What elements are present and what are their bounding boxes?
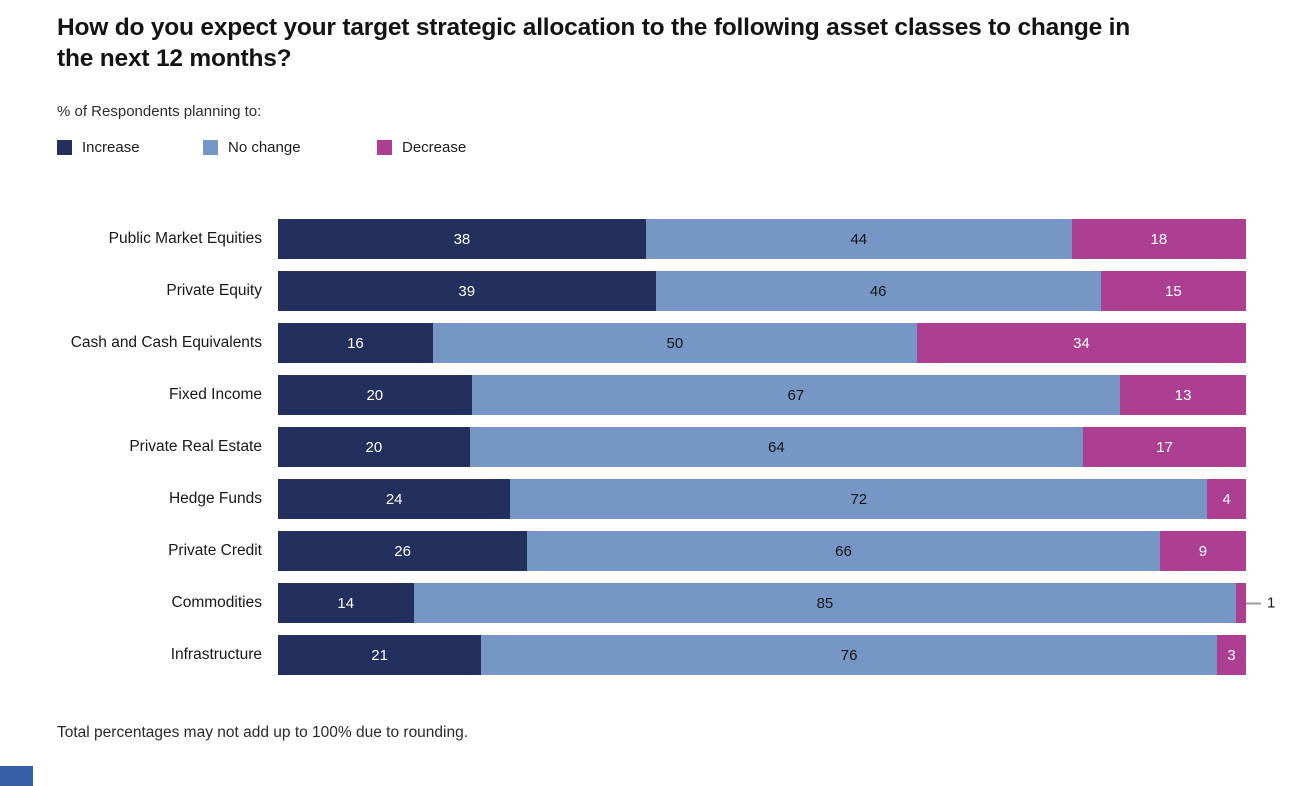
leader-line (1246, 602, 1261, 604)
chart-row-public-market-equities: Public Market Equities 38 44 18 (0, 219, 1302, 259)
segment-increase: 38 (278, 219, 646, 259)
segment-decrease: 9 (1159, 531, 1246, 571)
segment-increase: 21 (278, 635, 482, 675)
chart-row-fixed-income: Fixed Income 20 67 13 (0, 375, 1302, 415)
segment-increase: 24 (278, 479, 511, 519)
value-label: 21 (371, 646, 388, 664)
segment-no-change: 67 (471, 375, 1121, 415)
legend-label: Increase (82, 139, 140, 156)
value-label: 13 (1174, 386, 1192, 404)
page-corner-decoration (0, 766, 33, 786)
value-label: 34 (1073, 334, 1090, 352)
category-label: Infrastructure (170, 646, 262, 663)
segment-no-change: 85 (413, 583, 1237, 623)
value-label: 72 (850, 490, 868, 508)
chart-row-commodities: Commodities 14 85 1 (0, 583, 1302, 623)
legend-item-no-change: No change (203, 139, 377, 156)
segment-increase: 16 (278, 323, 433, 363)
category-label: Public Market Equities (108, 230, 262, 247)
segment-increase: 20 (278, 427, 470, 467)
bar-track: 20 67 13 (278, 375, 1246, 415)
segment-increase: 39 (278, 271, 656, 311)
chart-row-infrastructure: Infrastructure 21 76 3 (0, 635, 1302, 675)
value-label: 76 (840, 646, 858, 664)
value-label: 26 (394, 542, 411, 560)
value-label: 18 (1150, 230, 1168, 248)
segment-no-change: 46 (655, 271, 1101, 311)
bar-track: 38 44 18 (278, 219, 1246, 259)
bar-track: 16 50 34 (278, 323, 1246, 363)
bar-track: 39 46 15 (278, 271, 1246, 311)
legend-label: Decrease (402, 139, 467, 156)
category-label: Private Equity (166, 282, 262, 299)
value-label: 16 (347, 334, 364, 352)
bar-track: 14 85 1 (278, 583, 1275, 623)
category-label: Private Credit (168, 542, 262, 559)
segment-decrease: 13 (1120, 375, 1246, 415)
chart-row-cash-and-cash-equivalents: Cash and Cash Equivalents 16 50 34 (0, 323, 1302, 363)
value-label: 17 (1156, 438, 1173, 456)
value-label: 44 (850, 230, 868, 248)
segment-decrease: 4 (1207, 479, 1246, 519)
legend-swatch-decrease (377, 140, 392, 155)
bar-track: 26 66 9 (278, 531, 1246, 571)
segment-no-change: 72 (510, 479, 1208, 519)
value-label: 24 (385, 490, 403, 508)
segment-increase: 14 (278, 583, 414, 623)
value-label: 9 (1198, 542, 1208, 560)
category-label: Commodities (171, 594, 262, 611)
category-label: Hedge Funds (168, 490, 262, 507)
value-label: 3 (1227, 646, 1236, 664)
segment-no-change: 66 (527, 531, 1160, 571)
value-label: 4 (1222, 490, 1231, 508)
legend-item-decrease: Decrease (377, 139, 466, 156)
value-label: 1 (1267, 594, 1276, 612)
stacked-bar-chart: Public Market Equities 38 44 18 Private Equi… (0, 219, 1302, 687)
chart-row-private-equity: Private Equity 39 46 15 (0, 271, 1302, 311)
value-label: 14 (337, 594, 355, 612)
category-label: Cash and Cash Equivalents (70, 334, 262, 351)
segment-no-change: 44 (645, 219, 1072, 259)
segment-decrease: 18 (1071, 219, 1246, 259)
segment-decrease: 15 (1100, 271, 1246, 311)
segment-no-change: 50 (432, 323, 917, 363)
segment-decrease: 17 (1083, 427, 1247, 467)
segment-increase: 26 (278, 531, 528, 571)
category-label: Fixed Income (168, 386, 262, 403)
segment-increase: 20 (278, 375, 472, 415)
segment-decrease: 34 (916, 323, 1246, 363)
bar-track: 20 64 17 (278, 427, 1247, 467)
segment-no-change: 76 (481, 635, 1217, 675)
value-label: 46 (869, 282, 887, 300)
value-label: 66 (835, 542, 852, 560)
value-label: 85 (816, 594, 834, 612)
legend-label: No change (228, 139, 301, 156)
value-label: 50 (666, 334, 684, 352)
legend-swatch-increase (57, 140, 72, 155)
value-label: 20 (365, 438, 383, 456)
segment-decrease (1236, 583, 1246, 623)
outside-value-callout: 1 (1246, 595, 1275, 612)
rounding-footnote: Total percentages may not add up to 100%… (57, 724, 469, 741)
bar-track: 21 76 3 (278, 635, 1247, 675)
value-label: 67 (787, 386, 805, 404)
category-label: Private Real Estate (129, 438, 262, 455)
bar-track: 24 72 4 (278, 479, 1246, 519)
chart-row-private-credit: Private Credit 26 66 9 (0, 531, 1302, 571)
legend: Increase No change Decrease (57, 139, 466, 156)
chart-row-hedge-funds: Hedge Funds 24 72 4 (0, 479, 1302, 519)
value-label: 38 (453, 230, 471, 248)
segment-no-change: 64 (469, 427, 1084, 467)
chart-subtitle: % of Respondents planning to: (57, 103, 262, 120)
legend-swatch-no-change (203, 140, 218, 155)
chart-title: How do you expect your target strategic … (57, 14, 1131, 73)
legend-item-increase: Increase (57, 139, 203, 156)
segment-decrease: 3 (1216, 635, 1247, 675)
value-label: 15 (1165, 282, 1182, 300)
value-label: 20 (366, 386, 384, 404)
chart-row-private-real-estate: Private Real Estate 20 64 17 (0, 427, 1302, 467)
value-label: 39 (458, 282, 476, 300)
value-label: 64 (768, 438, 785, 456)
